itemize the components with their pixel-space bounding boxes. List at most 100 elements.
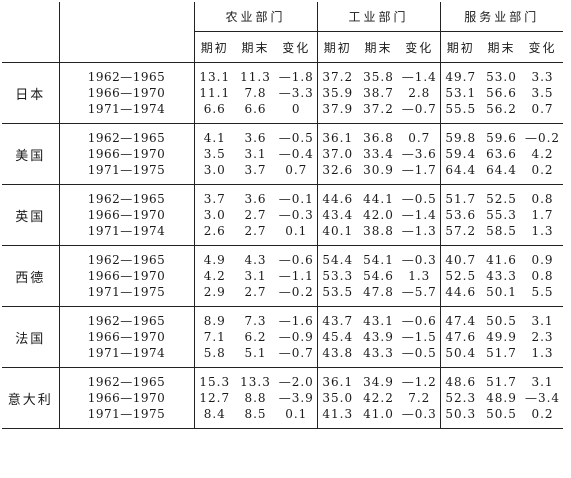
value-cell: 5.8 xyxy=(193,345,235,368)
value-cell: —1.4 xyxy=(401,208,437,222)
value-cell: —0.2 xyxy=(524,131,561,145)
value-cell: —0.3 xyxy=(278,208,314,222)
value-cell: 11.1 xyxy=(193,85,235,101)
value-cell: —3.6 xyxy=(401,147,437,161)
value-cell: —1.1 xyxy=(278,269,314,283)
value-cell: 56.2 xyxy=(481,101,522,124)
value-cell: 49.9 xyxy=(486,330,517,344)
value-cell: 54.1 xyxy=(363,253,394,267)
table-row: 1971—1974 6.6 6.6 0 37.9 37.2 —0.7 55.5 56.2 0.7 xyxy=(2,101,563,124)
value-cell: —0.6 xyxy=(278,253,314,267)
value-cell: —1.3 xyxy=(399,223,440,246)
value-cell: 44.6 xyxy=(316,184,358,207)
value-cell: 34.9 xyxy=(363,375,394,389)
value-cell: 11.3 xyxy=(240,70,271,84)
value-cell: 55.3 xyxy=(486,208,517,222)
header-change: 变化 xyxy=(276,31,317,63)
value-cell: 3.1 xyxy=(531,314,554,328)
value-cell: —3.9 xyxy=(278,391,314,405)
value-cell: 1.3 xyxy=(408,269,431,283)
value-cell: 64.4 xyxy=(439,162,481,185)
value-cell: 8.5 xyxy=(235,406,276,429)
value-cell: 59.6 xyxy=(486,131,517,145)
value-cell: 38.7 xyxy=(363,86,394,100)
value-cell: 43.9 xyxy=(363,330,394,344)
header-end: 期末 xyxy=(481,31,522,63)
period-cell: 1962—1965 xyxy=(58,306,194,329)
table-row: 1966—1970 4.2 3.1 —1.1 53.3 54.6 1.3 52.5 43.3 0.… xyxy=(2,268,563,284)
table-row: 1966—1970 7.1 6.2 —0.9 45.4 43.9 —1.5 47.6 49.9 2… xyxy=(2,329,563,345)
value-cell: —0.7 xyxy=(276,345,317,368)
header-sector-agriculture: 农业部门 xyxy=(193,2,317,32)
value-cell: 0.8 xyxy=(531,269,554,283)
table-row: 1966—1970 3.5 3.1 —0.4 37.0 33.4 —3.6 59.4 63.6 4… xyxy=(2,146,563,162)
value-cell: —1.5 xyxy=(401,330,437,344)
value-cell: —1.2 xyxy=(401,375,437,389)
value-cell: 0 xyxy=(276,101,317,124)
value-cell: 13.1 xyxy=(193,62,235,85)
country-cell: 西德 xyxy=(2,245,59,307)
period-cell: 1962—1965 xyxy=(58,184,194,207)
value-cell: 1.3 xyxy=(522,223,563,246)
table-row: 英国 1962—1965 3.7 3.6 —0.1 44.6 44.1 —0.5 51.7 52.… xyxy=(2,184,563,246)
period-cell: 1966—1970 xyxy=(58,268,194,284)
value-cell: —0.2 xyxy=(276,284,317,307)
value-cell: 42.0 xyxy=(363,208,394,222)
header-start: 期初 xyxy=(316,31,358,63)
value-cell: 6.6 xyxy=(193,101,235,124)
value-cell: 50.5 xyxy=(486,314,517,328)
value-cell: 41.3 xyxy=(316,406,358,429)
value-cell: 47.4 xyxy=(439,306,481,329)
period-cell: 1966—1970 xyxy=(58,207,194,223)
value-cell: 13.3 xyxy=(240,375,271,389)
value-cell: 53.5 xyxy=(316,284,358,307)
value-cell: 35.9 xyxy=(316,85,358,101)
header-start: 期初 xyxy=(193,31,235,63)
table-header: 农业部门 工业部门 服务业部门 期初 期末 变化 期初 期末 变化 期初 期末 … xyxy=(2,2,563,63)
header-end: 期末 xyxy=(235,31,276,63)
value-cell: 0.7 xyxy=(408,131,431,145)
value-cell: 5.5 xyxy=(522,284,563,307)
value-cell: 8.4 xyxy=(193,406,235,429)
value-cell: 4.3 xyxy=(244,253,267,267)
header-change: 变化 xyxy=(522,31,563,63)
period-cell: 1971—1974 xyxy=(58,345,194,368)
value-cell: 0.2 xyxy=(522,406,563,429)
value-cell: 38.8 xyxy=(358,223,399,246)
value-cell: 2.7 xyxy=(235,284,276,307)
value-cell: —0.5 xyxy=(399,345,440,368)
header-start: 期初 xyxy=(439,31,481,63)
value-cell: 54.6 xyxy=(363,269,394,283)
value-cell: 43.3 xyxy=(358,345,399,368)
value-cell: 51.7 xyxy=(486,375,517,389)
value-cell: 36.1 xyxy=(316,123,358,146)
value-cell: 40.7 xyxy=(439,245,481,268)
value-cell: 35.0 xyxy=(316,390,358,406)
header-sector-industry: 工业部门 xyxy=(316,2,440,32)
value-cell: —1.6 xyxy=(278,314,314,328)
value-cell: 2.9 xyxy=(193,284,235,307)
table-row: 1971—1975 3.0 3.7 0.7 32.6 30.9 —1.7 64.4 64.4 0.… xyxy=(2,162,563,185)
table-row: 意大利 1962—1965 15.3 13.3 —2.0 36.1 34.9 —1.2 48.6… xyxy=(2,367,563,429)
value-cell: 3.6 xyxy=(244,131,267,145)
period-cell: 1966—1970 xyxy=(58,85,194,101)
value-cell: 3.1 xyxy=(244,147,267,161)
value-cell: 3.7 xyxy=(193,184,235,207)
value-cell: 37.2 xyxy=(316,62,358,85)
period-cell: 1966—1970 xyxy=(58,146,194,162)
value-cell: 63.6 xyxy=(486,147,517,161)
value-cell: 3.5 xyxy=(193,146,235,162)
value-cell: 57.2 xyxy=(439,223,481,246)
value-cell: 44.1 xyxy=(363,192,394,206)
value-cell: 50.1 xyxy=(481,284,522,307)
value-cell: 53.0 xyxy=(486,70,517,84)
value-cell: 48.9 xyxy=(486,391,517,405)
value-cell: 37.9 xyxy=(316,101,358,124)
value-cell: 3.1 xyxy=(244,269,267,283)
country-cell: 日本 xyxy=(2,62,59,124)
value-cell: 53.6 xyxy=(439,207,481,223)
header-change: 变化 xyxy=(399,31,440,63)
value-cell: 51.7 xyxy=(439,184,481,207)
period-cell: 1962—1965 xyxy=(58,367,194,390)
value-cell: —3.4 xyxy=(524,391,561,405)
